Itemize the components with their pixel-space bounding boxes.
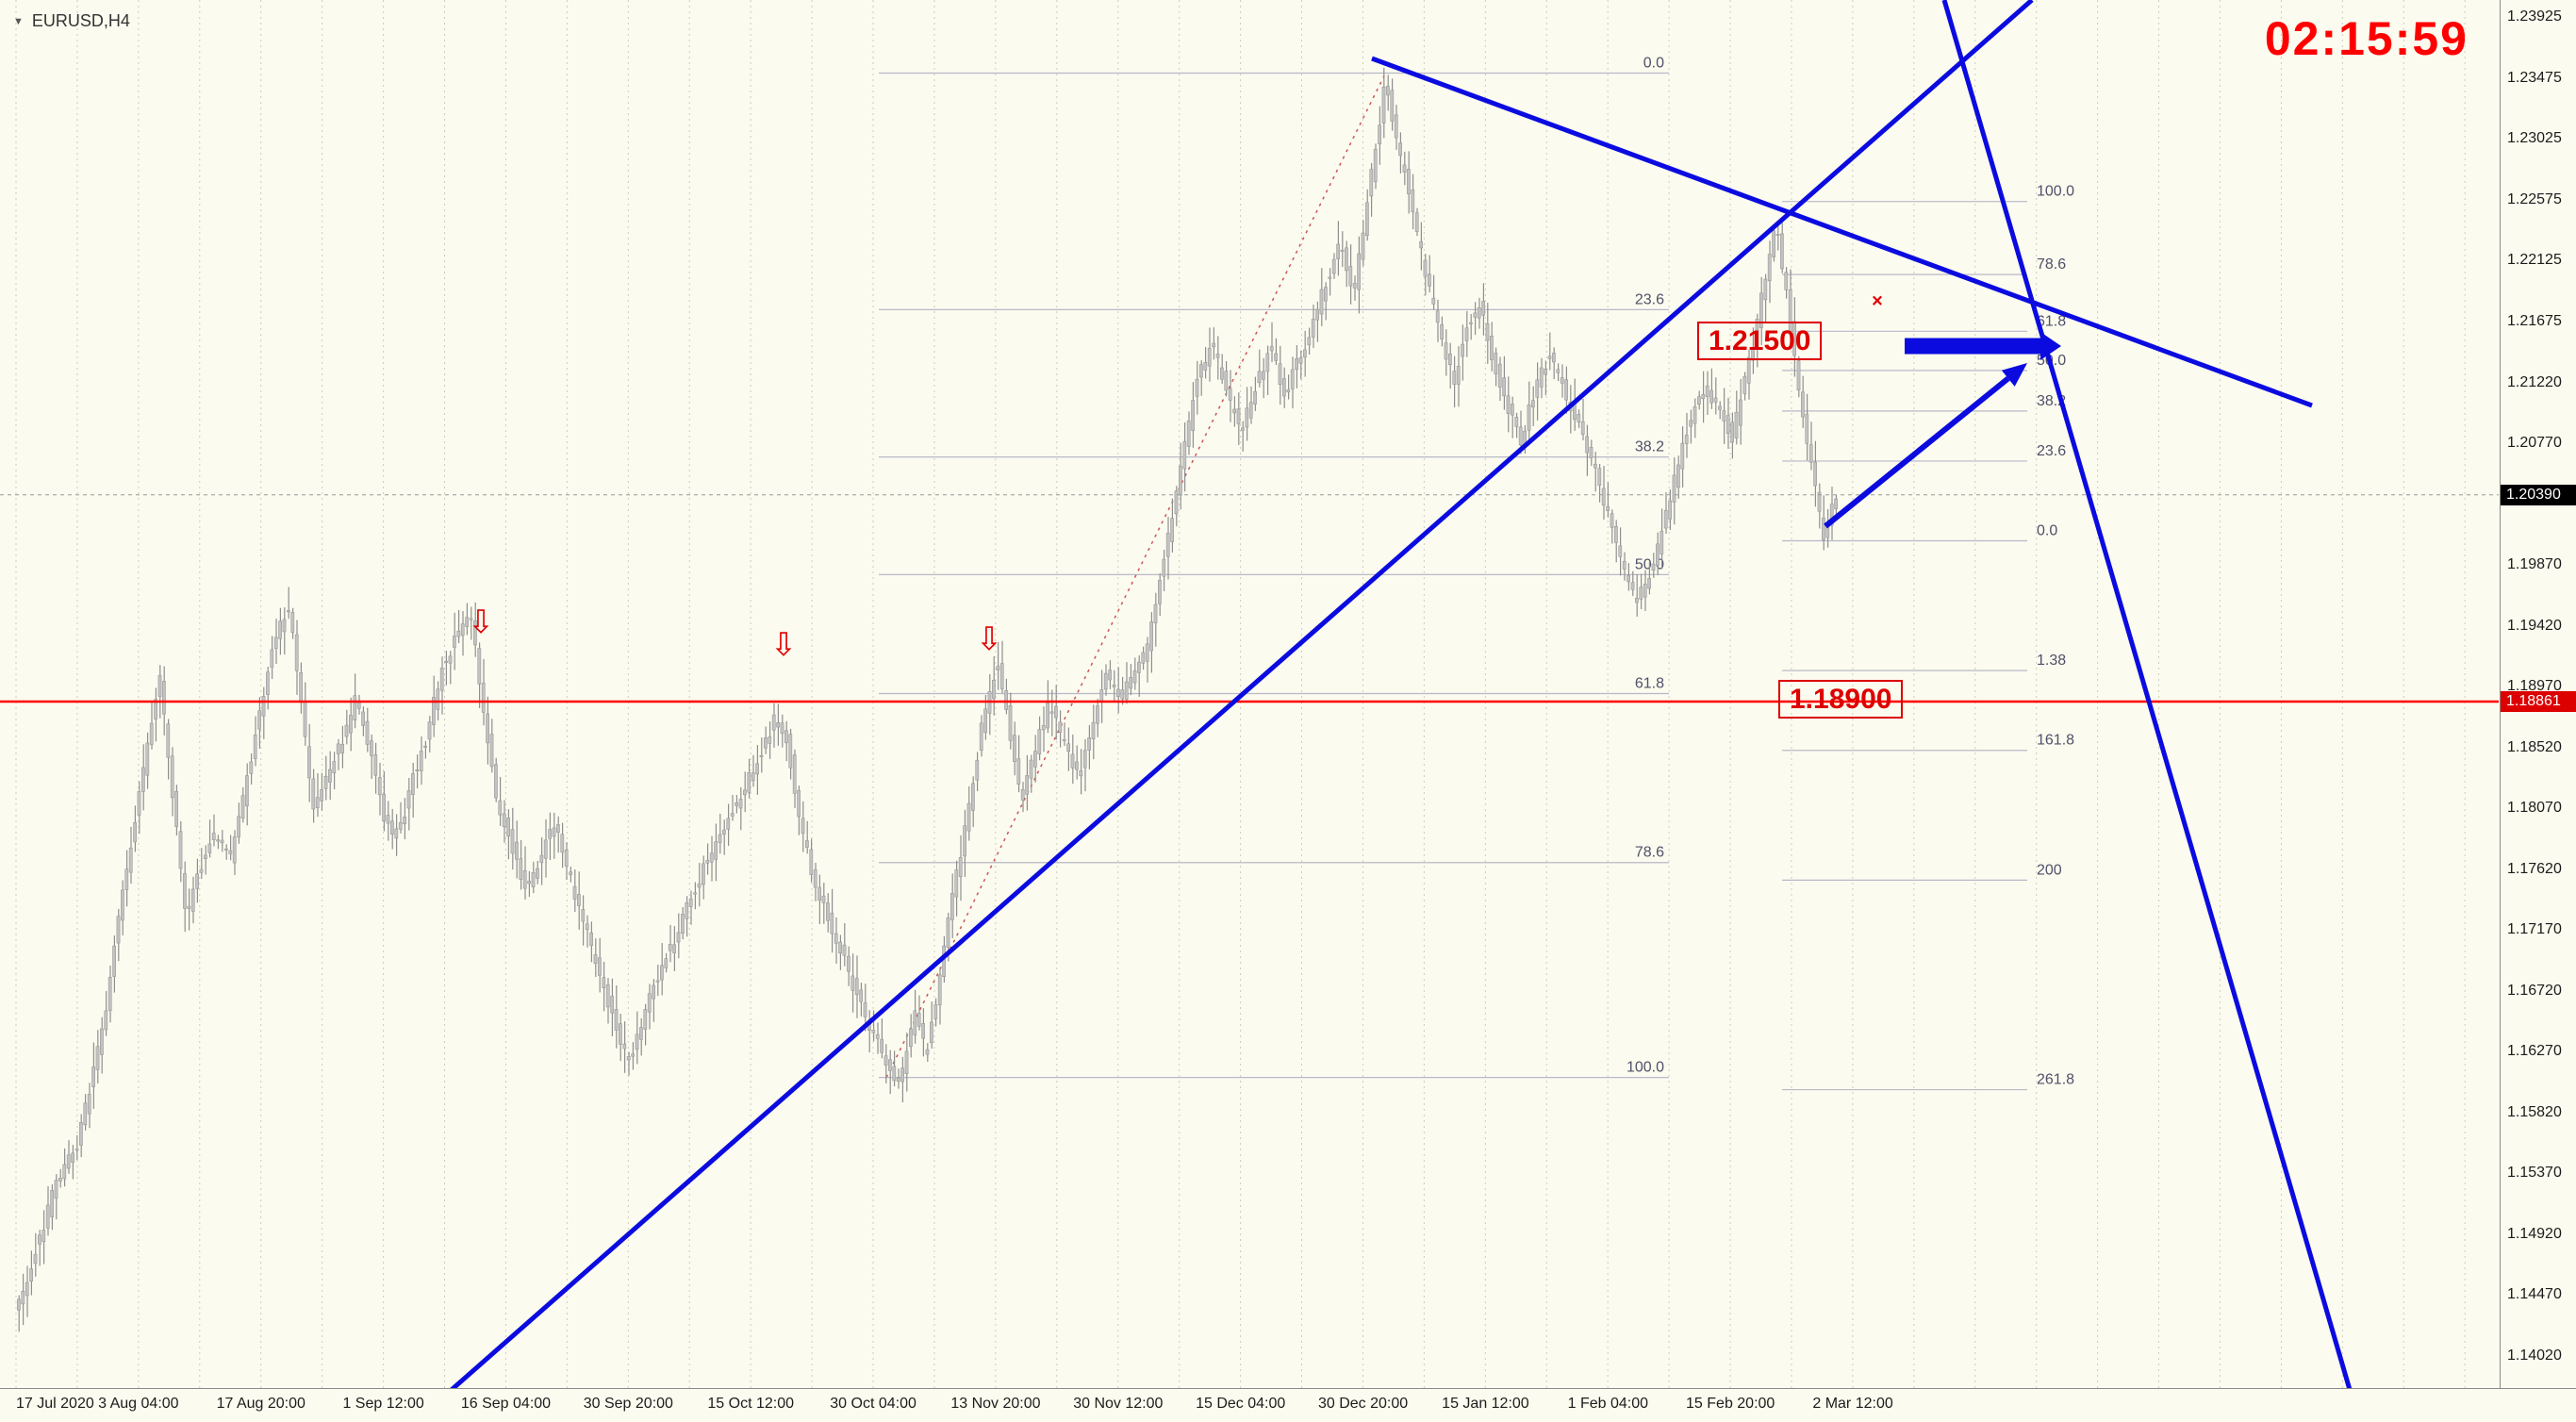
red-down-arrow-icon: ⇩ [975, 621, 1003, 657]
time-axis-label: 30 Dec 20:00 [1317, 1396, 1409, 1412]
price-axis-label: 1.22125 [2507, 252, 2562, 269]
price-axis-label: 1.16720 [2507, 982, 2562, 999]
price-axis-label: 1.14020 [2507, 1347, 2562, 1364]
price-axis-label: 1.16270 [2507, 1043, 2562, 1060]
price-axis-label: 1.23925 [2507, 8, 2562, 25]
time-axis-label: 15 Oct 12:00 [707, 1396, 795, 1412]
time-axis-label: 30 Sep 20:00 [583, 1396, 673, 1412]
time-axis-label: 15 Dec 04:00 [1196, 1396, 1286, 1412]
time-axis-label: 13 Nov 20:00 [950, 1396, 1041, 1412]
price-axis-label: 1.18070 [2507, 800, 2562, 817]
fib-retracement-2: 100.078.661.850.038.223.60.01.38161.8200… [1782, 184, 2074, 1091]
price-axis-label: 1.15820 [2507, 1103, 2562, 1120]
price-axis-label: 1.18520 [2507, 738, 2562, 755]
red-down-arrow-icon: ⇩ [769, 627, 798, 663]
time-axis-label: 16 Sep 04:00 [460, 1396, 552, 1412]
trendline-steep-descending[interactable] [1941, 0, 2362, 1422]
trendline-ascending-support[interactable] [413, 0, 2034, 1422]
time-axis-label: 17 Aug 20:00 [216, 1396, 305, 1412]
hline-price-badge: 1.18861 [2501, 690, 2576, 712]
red-down-arrow-icon: ⇩ [467, 604, 495, 640]
price-axis-label: 1.19420 [2507, 617, 2562, 634]
price-axis-label: 1.15370 [2507, 1165, 2562, 1182]
time-axis[interactable]: 17 Jul 2020 3 Aug 04:00 17 Aug 20:00 1 Sep … [0, 1388, 2576, 1422]
fib-level-label: 61.8 [1635, 676, 1664, 692]
price-axis-label: 1.22575 [2507, 190, 2562, 207]
fib-level-label: 1.38 [2037, 653, 2066, 669]
price-axis-label: 1.17620 [2507, 860, 2562, 877]
time-axis-label: 30 Oct 04:00 [830, 1396, 916, 1412]
symbol-text: EURUSD,H4 [31, 11, 130, 30]
red-x-marker: × [1872, 290, 1883, 312]
chart-menu-arrow-icon[interactable]: ▼ [13, 15, 24, 27]
fib-level-label: 100.0 [2037, 184, 2074, 200]
fib-level-label: 261.8 [2037, 1072, 2074, 1088]
fib-level-label: 161.8 [2037, 733, 2074, 749]
time-axis-label: 2 Mar 12:00 [1812, 1396, 1893, 1412]
price-lines [0, 494, 2499, 703]
trendlines [413, 0, 2362, 1422]
price-axis-label: 1.21220 [2507, 373, 2562, 390]
price-axis-label: 1.20770 [2507, 435, 2562, 452]
time-axis-label: 15 Jan 12:00 [1442, 1396, 1529, 1412]
price-axis[interactable]: 1.23925 1.23475 1.23025 1.22575 1.22125 1.216… [2500, 0, 2576, 1388]
time-axis-label: 1 Sep 12:00 [342, 1396, 424, 1412]
price-axis-label: 1.19870 [2507, 556, 2562, 573]
symbol-timeframe-label: ▼ EURUSD,H4 [13, 11, 130, 31]
candle-countdown-timer: 02:15:59 [2264, 12, 2469, 65]
arrow-annotations [1824, 332, 2061, 529]
price-axis-label: 1.14920 [2507, 1225, 2562, 1242]
time-axis-label: 15 Feb 20:00 [1686, 1396, 1775, 1412]
price-note-high[interactable]: 1.21500 [1697, 322, 1823, 360]
price-axis-label: 1.17170 [2507, 921, 2562, 938]
fib-level-label: 200 [2037, 862, 2062, 878]
time-axis-label: 1 Feb 04:00 [1567, 1396, 1648, 1412]
trendline-descending-from-apex[interactable] [1371, 56, 2313, 408]
candles [17, 67, 1838, 1332]
fib-level-label: 0.0 [2037, 523, 2057, 539]
price-axis-label: 1.14470 [2507, 1286, 2562, 1303]
price-axis-label: 1.21675 [2507, 312, 2562, 329]
time-axis-label: 30 Nov 12:00 [1073, 1396, 1164, 1412]
fib-level-label: 61.8 [2037, 313, 2066, 329]
fib-level-label: 78.6 [1635, 845, 1664, 861]
fib-level-label: 23.6 [1635, 291, 1664, 307]
price-axis-label: 1.18970 [2507, 678, 2562, 695]
fib-level-label: 0.0 [1643, 55, 1664, 71]
fib-level-label: 100.0 [1627, 1060, 1664, 1076]
price-note-low[interactable]: 1.18900 [1778, 680, 1904, 719]
fib-level-label: 38.2 [1635, 439, 1664, 455]
fib-level-label: 78.6 [2037, 256, 2066, 273]
current-price-badge: 1.20390 [2501, 484, 2576, 505]
time-axis-label: 17 Jul 2020 [16, 1396, 94, 1412]
price-axis-label: 1.23475 [2507, 69, 2562, 86]
price-axis-label: 1.23025 [2507, 130, 2562, 147]
fib-level-label: 23.6 [2037, 443, 2066, 459]
time-axis-label: 3 Aug 04:00 [98, 1396, 179, 1412]
